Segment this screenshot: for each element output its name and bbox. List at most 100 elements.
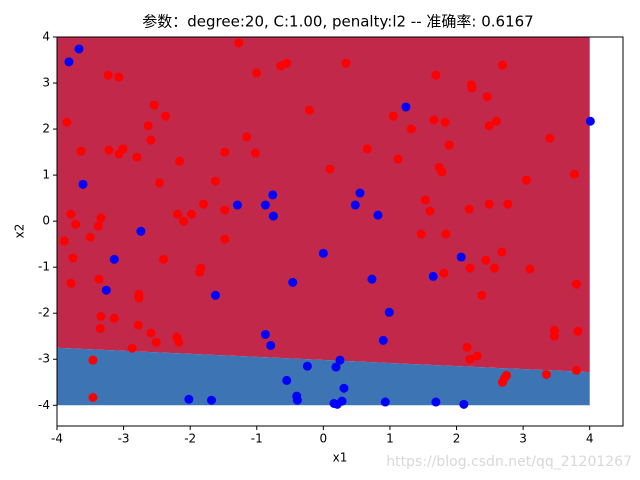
point [179,216,189,226]
point [406,124,416,134]
point [95,323,105,333]
point [109,313,119,323]
y-tick-label: 1 [42,168,50,182]
point [88,392,98,402]
y-tick-label: -3 [38,352,50,366]
point [339,383,349,393]
point [74,44,84,54]
point [101,285,111,295]
point [288,277,298,287]
point [462,342,472,352]
point [242,132,252,142]
y-tick-label: -4 [38,398,50,412]
point [378,335,388,345]
point [318,248,328,258]
point [66,209,76,219]
point [173,209,183,219]
point [103,70,113,80]
y-tick-label: 0 [42,214,50,228]
point [292,395,302,405]
point [429,115,439,125]
point [268,211,278,221]
point [88,355,98,365]
point [437,167,447,177]
point [477,290,487,300]
point [355,188,365,198]
point [367,274,377,284]
point [187,209,197,219]
point [439,268,449,278]
point [194,267,204,277]
region-above [57,37,590,373]
y-tick-label: -2 [38,306,50,320]
point [266,340,276,350]
y-axis-label: x2 [13,224,27,239]
point [114,72,124,82]
point [71,219,81,229]
point [380,397,390,407]
point [541,369,551,379]
point [59,236,69,246]
point [497,377,507,387]
point [464,204,474,214]
y-tick-label: 3 [42,76,50,90]
point [132,152,142,162]
point [420,195,430,205]
point [146,135,156,145]
point [210,176,220,186]
x-tick-label: 2 [453,432,461,446]
point [416,229,426,239]
point [341,58,351,68]
point [104,145,114,155]
point [94,274,104,284]
point [62,117,72,127]
point [484,199,494,209]
point [444,140,454,150]
point [96,311,106,321]
point [465,354,475,364]
point [482,92,492,102]
point [64,57,74,67]
point [431,70,441,80]
point [362,144,372,154]
point [85,232,95,242]
point [441,229,451,239]
watermark: https://blog.csdn.net/qq_21201267 [386,454,632,470]
point [335,355,345,365]
y-tick-label: 4 [42,30,50,44]
point [525,264,535,274]
point [573,326,583,336]
point [161,111,171,121]
point [149,100,159,110]
point [93,221,103,231]
point [325,164,335,174]
x-tick-label: -1 [251,432,263,446]
x-axis-label: x1 [333,451,348,465]
point [76,146,86,156]
point [337,396,347,406]
point [350,200,360,210]
plot-frame [56,36,624,427]
point [133,320,143,330]
point [159,254,169,264]
point [497,60,507,70]
point [425,206,435,216]
point [472,351,482,361]
x-tick-label: -3 [118,432,130,446]
y-tick-label: 2 [42,122,50,136]
point [549,331,559,341]
point [428,271,438,281]
point [268,190,278,200]
point [545,133,555,143]
point [466,80,476,90]
point [571,365,581,375]
point [250,148,260,158]
point [109,254,119,264]
point [220,234,230,244]
point [234,38,244,48]
point [388,111,398,121]
point [96,213,106,223]
point [68,253,78,263]
point [521,175,531,185]
